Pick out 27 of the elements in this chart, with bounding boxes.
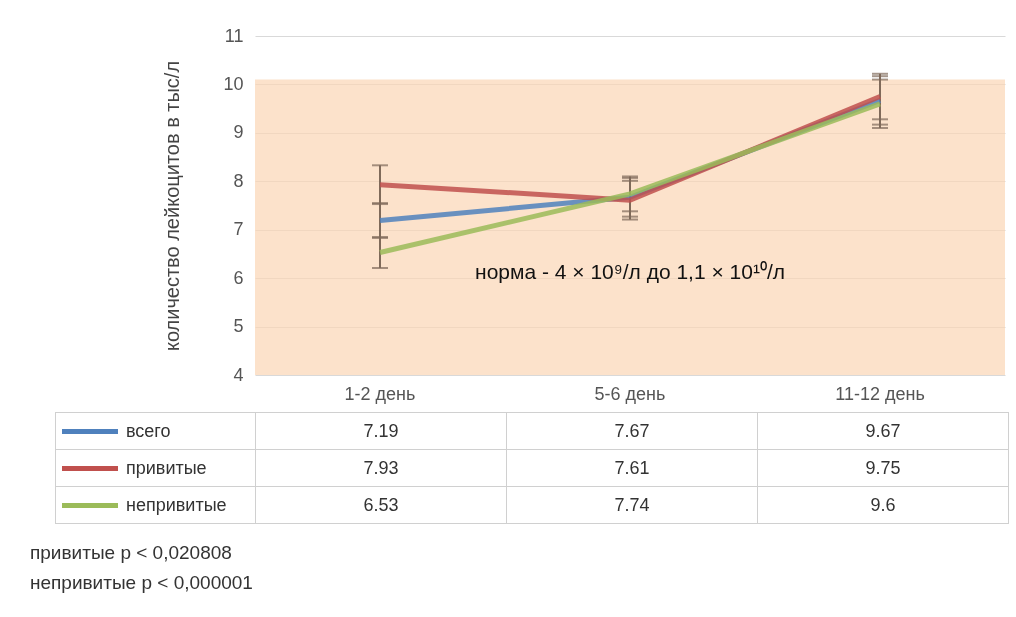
- y-axis-title: количество лейкоцитов в тыс/л: [161, 60, 184, 352]
- data-label: 7.74: [506, 486, 758, 524]
- data-label: 6.53: [255, 486, 507, 524]
- legend-label: непривитые: [55, 486, 256, 524]
- y-tick-label: 10: [223, 73, 244, 94]
- data-label: 7.61: [506, 449, 758, 487]
- x-tick-label: 1-2 день: [344, 383, 416, 404]
- y-tick-label: 11: [224, 25, 244, 46]
- y-tick-label: 8: [233, 170, 244, 191]
- data-label: 9.75: [757, 449, 1009, 487]
- data-label: 9.6: [757, 486, 1009, 524]
- data-label: 7.19: [255, 412, 507, 450]
- band-label: норма - 4 × 10⁹/л до 1,1 × 10¹⁰/л: [475, 260, 785, 284]
- y-tick-label: 9: [233, 122, 244, 143]
- text: непривитые p < 0,000001: [30, 571, 253, 595]
- x-tick-label: 5-6 день: [594, 383, 666, 404]
- data-label: 7.67: [506, 412, 758, 450]
- legend-label: привитые: [55, 449, 256, 487]
- legend-label: всего: [55, 412, 256, 450]
- x-tick-label: 11-12 день: [835, 383, 925, 404]
- data-label: 7.93: [255, 449, 507, 487]
- y-tick-label: 7: [233, 219, 244, 240]
- data-label: 9.67: [757, 412, 1009, 450]
- y-tick-label: 5: [233, 316, 244, 337]
- y-tick-label: 4: [233, 364, 244, 385]
- text: привитые p < 0,020808: [30, 541, 233, 565]
- y-tick-label: 6: [233, 267, 244, 288]
